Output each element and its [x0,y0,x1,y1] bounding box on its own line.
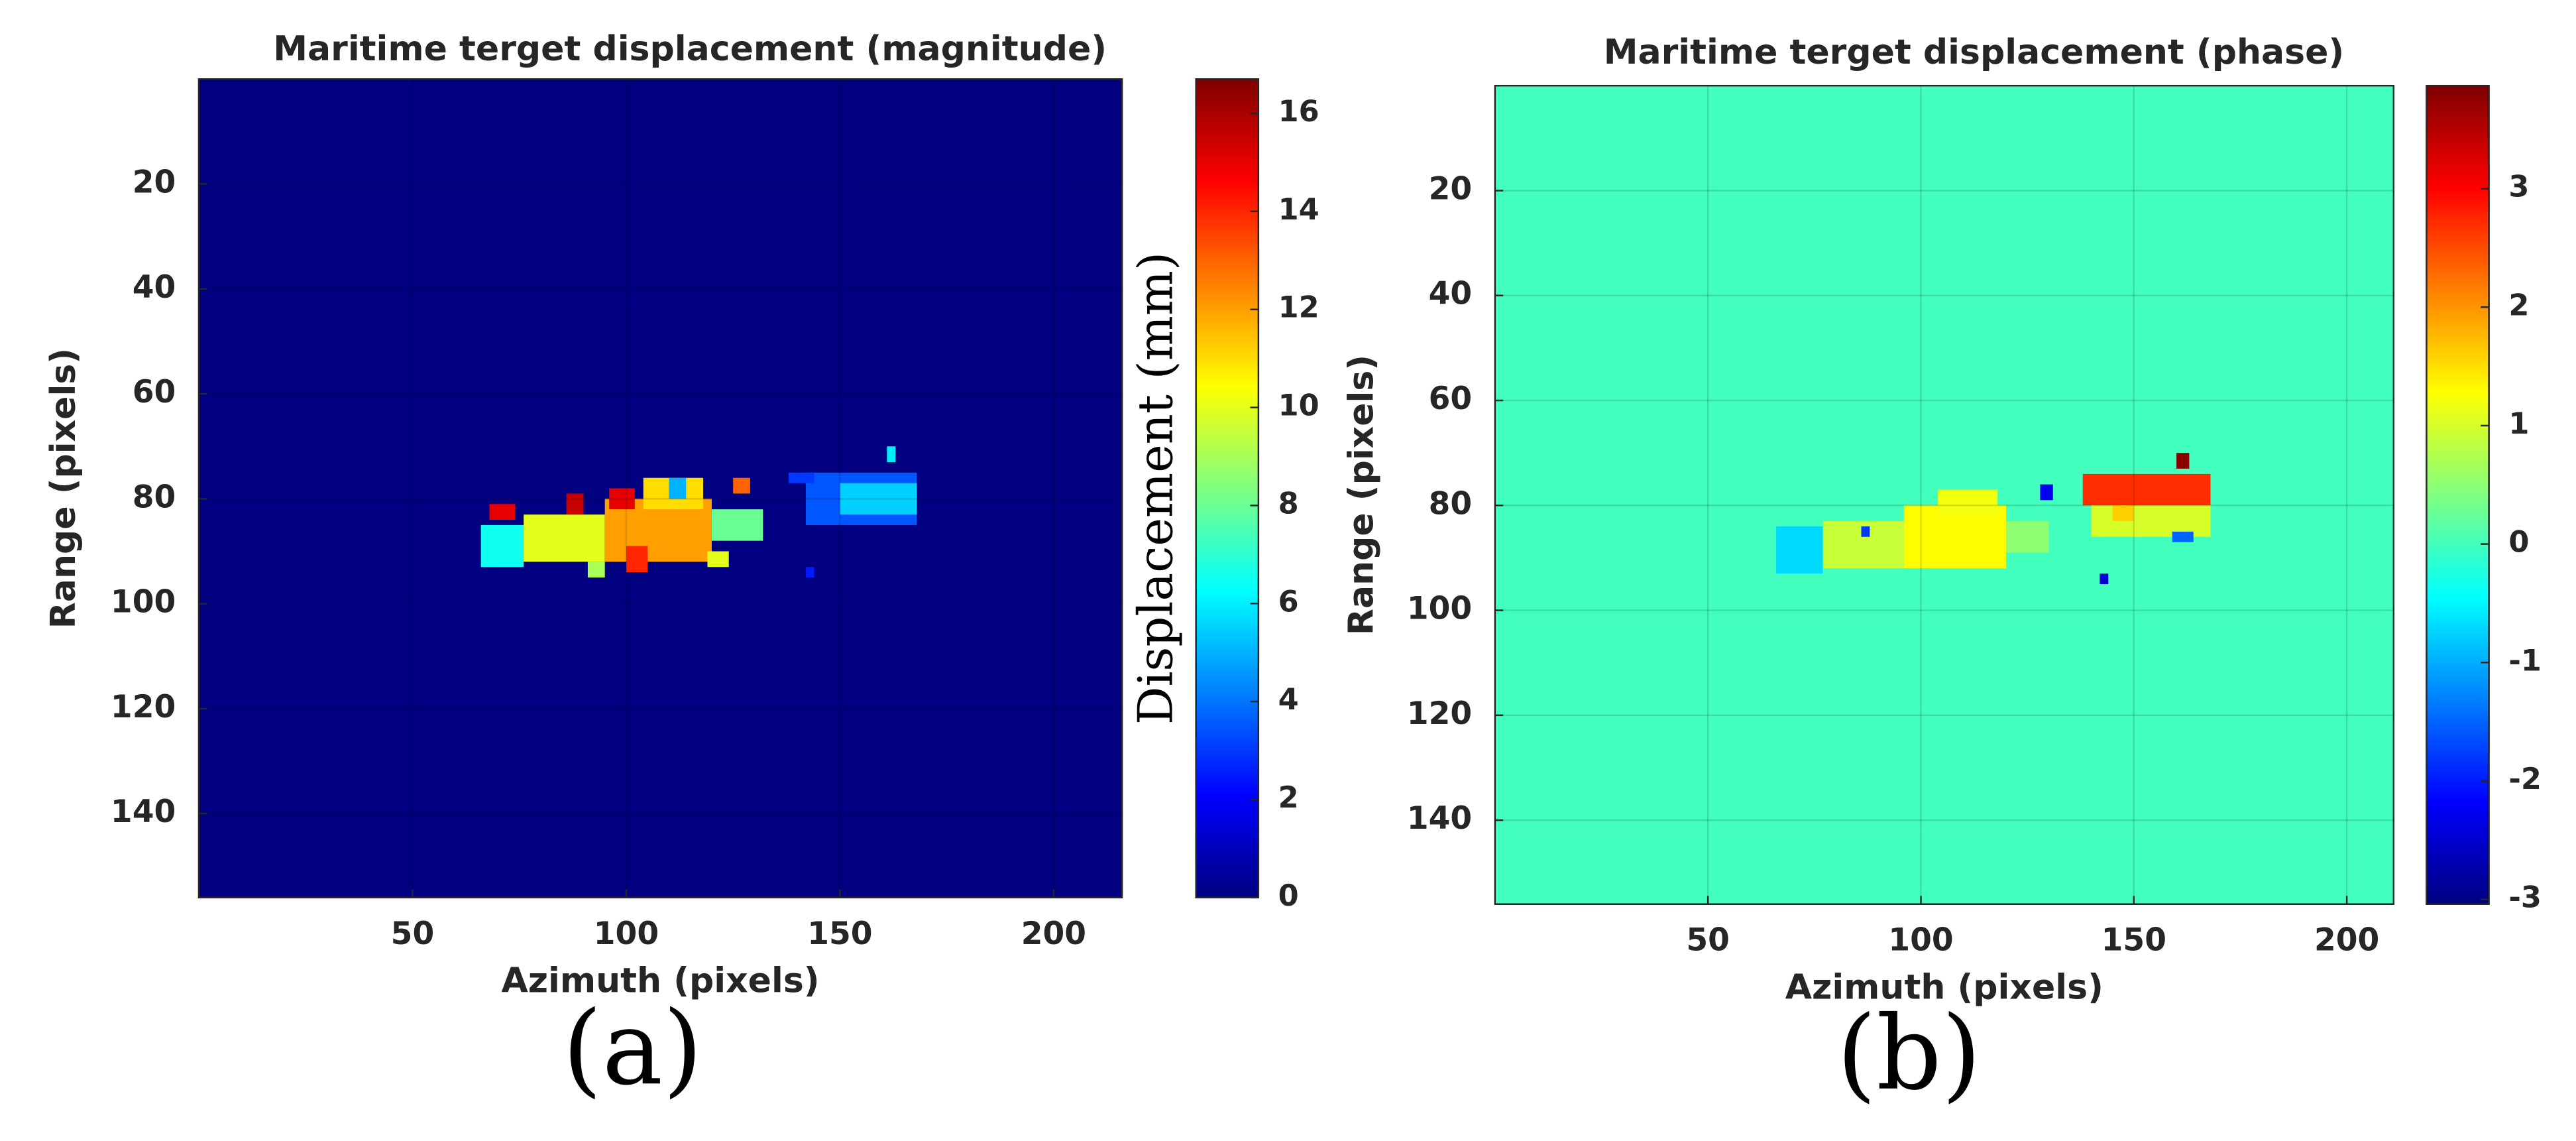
heatmap-cell [2176,453,2190,469]
y-tick-label: 20 [1429,170,1473,207]
colorbar-tick-label: 1 [2508,406,2529,441]
colorbar [2426,84,2490,905]
colorbar-tick-label: 0 [2508,525,2529,560]
x-tick-label: 100 [594,916,659,952]
heatmap-cell [2091,505,2211,537]
colorbar-tick-label: 16 [1278,94,1319,129]
y-tick-label: 40 [133,269,176,306]
y-tick-label: 80 [133,479,176,515]
axes-border [197,78,1123,899]
y-axis-label: Range (pixels) [1342,355,1382,635]
plot-area [1494,86,2394,904]
heatmap-cell [604,499,712,562]
colorbar-tick-label: -1 [2508,643,2542,678]
colorbar-tick-label: 10 [1278,389,1319,423]
colorbar-tick-label: -3 [2508,880,2542,915]
heatmap-cell [711,509,763,541]
colorbar-tick-label: 2 [2508,288,2529,322]
y-tick-label: 20 [133,164,176,201]
colorbar-tick-label: 2 [1278,780,1299,815]
y-tick-label: 140 [111,794,176,830]
x-tick-label: 100 [1888,922,1953,959]
y-tick-label: 40 [1429,276,1473,312]
y-axis-label: Range (pixels) [44,348,84,629]
heatmap-cell [489,504,516,520]
heatmap-cell [1861,526,1870,537]
y-tick-label: 140 [1407,800,1472,837]
chart-title: Maritime terget displacement (phase) [1604,32,2345,72]
heatmap-cell [609,488,635,510]
heatmap-cell [2100,573,2109,584]
heatmap-cell [805,567,814,578]
y-tick-label: 100 [111,584,176,621]
heatmap-cell [733,477,750,494]
x-tick-label: 50 [391,916,435,952]
heatmap-cell [707,551,729,568]
x-axis-label: Azimuth (pixels) [501,961,819,1001]
y-tick-label: 60 [1429,381,1473,417]
heatmap-cell [480,524,524,568]
y-tick-label: 120 [111,689,176,725]
heatmap-cell [2040,484,2053,501]
x-tick-label: 150 [807,916,872,952]
heatmap-cell [2006,521,2049,553]
heatmap-cell [626,546,648,573]
x-tick-label: 50 [1686,922,1730,959]
colorbar-tick-label: 8 [1278,486,1299,520]
chart-title: Maritime terget displacement (magnitude) [273,29,1107,69]
heatmap-cell [840,483,917,515]
colorbar-tick-label: -2 [2508,762,2542,796]
x-tick-label: 200 [1021,916,1086,952]
colorbar-tick-label: 4 [1278,682,1299,717]
colorbar-label: Displacement (mm) [1128,252,1184,725]
heatmap-cell [789,472,814,483]
heatmap-cell [524,514,605,562]
panel-caption: (b) [1836,994,1981,1113]
colorbar-tick-label: 3 [2508,170,2529,204]
axes-border [1494,84,2395,905]
heatmap-cell [2172,531,2194,542]
heatmap-cell [2082,473,2211,506]
heatmap-cell [587,562,605,578]
colorbar-tick-label: 12 [1278,290,1319,325]
colorbar-tick-label: 14 [1278,192,1319,227]
x-tick-label: 150 [2101,922,2166,959]
heatmap-cell [669,477,687,499]
y-tick-label: 80 [1429,485,1473,522]
heatmap-cell [1938,489,1998,516]
heatmap-cell [566,493,584,515]
x-axis-label: Azimuth (pixels) [1785,968,2103,1008]
x-tick-label: 200 [2314,922,2379,959]
panel-caption: (a) [563,989,703,1108]
y-tick-label: 120 [1407,695,1472,732]
plot-area [198,79,1123,898]
y-tick-label: 60 [133,374,176,410]
heatmap-cell [2112,505,2134,522]
colorbar [1195,78,1260,899]
y-tick-label: 100 [1407,591,1472,627]
heatmap-cell [887,446,896,462]
colorbar-tick-label: 6 [1278,584,1299,619]
heatmap-cell [1775,526,1823,574]
colorbar-tick-label: 0 [1278,878,1299,913]
